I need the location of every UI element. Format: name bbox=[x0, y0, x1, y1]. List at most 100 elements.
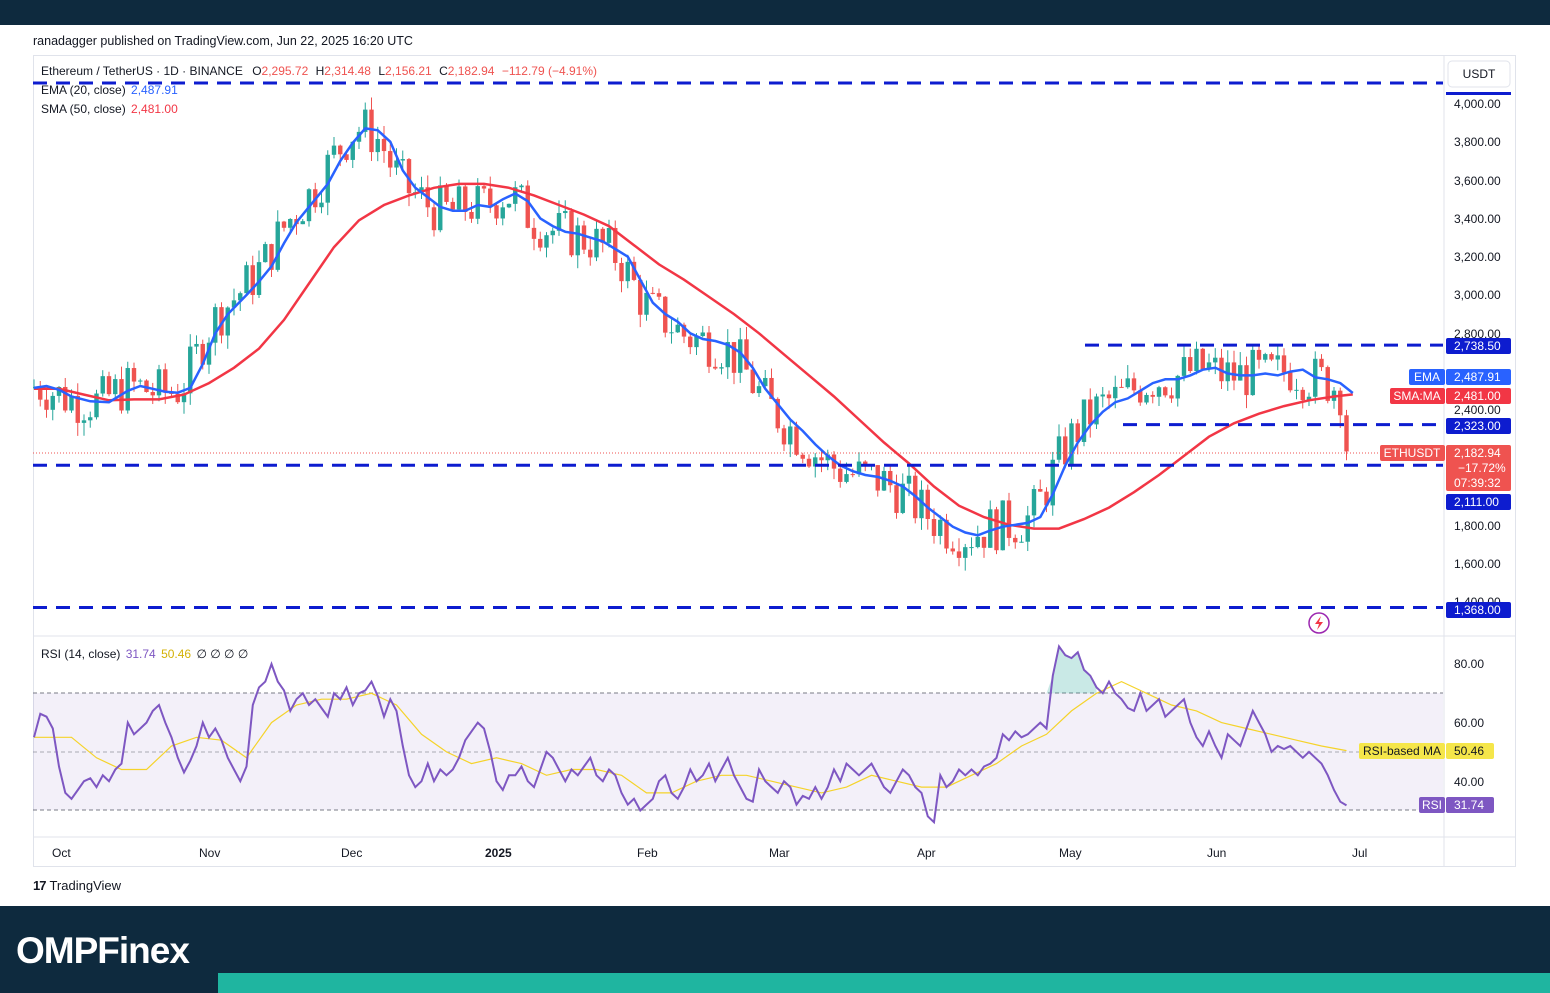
candle-body bbox=[619, 262, 624, 282]
candle-body bbox=[406, 159, 412, 194]
candle-body bbox=[394, 160, 399, 168]
last-price-text: 2,182.94 bbox=[1454, 446, 1501, 460]
rsi-tick: 60.00 bbox=[1454, 716, 1484, 730]
candle-body bbox=[1125, 378, 1130, 388]
level-tag-top bbox=[1446, 92, 1511, 95]
candle-body bbox=[938, 519, 943, 536]
candle-body bbox=[344, 154, 349, 160]
last-price-tag bbox=[1446, 445, 1511, 491]
time-tick: Feb bbox=[637, 846, 658, 860]
price-tick: 2,400.00 bbox=[1454, 403, 1501, 417]
price-tags: 2,738.50 EMA 2,487.91 SMA:MA 2,481.00 2,… bbox=[1359, 92, 1511, 813]
candle-body bbox=[1175, 375, 1180, 399]
sma-tag-name-text: SMA:MA bbox=[1393, 389, 1440, 403]
sma-tag-text: 2,481.00 bbox=[1454, 389, 1501, 403]
candle-body bbox=[63, 386, 68, 411]
candle-body bbox=[106, 376, 112, 395]
candle-body bbox=[338, 145, 343, 155]
candle-body bbox=[231, 300, 237, 308]
time-tick: May bbox=[1059, 846, 1082, 860]
rsi-legend[interactable]: RSI (14, close) 31.74 50.46 ∅ ∅ ∅ ∅ bbox=[41, 647, 248, 661]
candle-body bbox=[513, 187, 518, 204]
candle-body bbox=[656, 293, 662, 297]
sma-tag-name bbox=[1390, 388, 1445, 404]
candle-body bbox=[1119, 386, 1124, 388]
moving-averages bbox=[33, 127, 1354, 537]
price-tick: 1,800.00 bbox=[1454, 519, 1501, 533]
candle-body bbox=[1344, 415, 1349, 452]
ema-legend-value: 2,487.91 bbox=[131, 83, 178, 97]
lightning-icon[interactable] bbox=[1308, 612, 1330, 634]
candle-body bbox=[919, 489, 924, 519]
candle-body bbox=[500, 207, 505, 219]
candle-body bbox=[806, 458, 812, 467]
rsi-ma-tag-name bbox=[1359, 743, 1445, 759]
candle-body bbox=[1100, 394, 1105, 397]
currency-button[interactable] bbox=[1447, 60, 1511, 88]
candle-body bbox=[463, 186, 468, 212]
candle-body bbox=[1338, 390, 1343, 416]
candle-body bbox=[550, 230, 555, 236]
candle-body bbox=[494, 205, 499, 219]
time-tick: Nov bbox=[199, 846, 220, 860]
candle-body bbox=[50, 395, 55, 410]
time-axis[interactable]: Oct Nov Dec 2025 Feb Mar Apr May Jun Jul bbox=[52, 846, 1367, 860]
candle-body bbox=[450, 201, 455, 210]
candle-body bbox=[44, 399, 49, 410]
ema-tag bbox=[1446, 369, 1511, 385]
candle-body bbox=[81, 420, 87, 423]
candle-body bbox=[388, 151, 393, 168]
candle-body bbox=[1163, 387, 1168, 396]
candle-body bbox=[556, 213, 562, 231]
candle-body bbox=[613, 227, 618, 263]
candle-body bbox=[894, 485, 899, 513]
rsi-ma-tag bbox=[1446, 743, 1494, 759]
level-tag-1368 bbox=[1446, 602, 1511, 618]
candle-body bbox=[488, 188, 493, 206]
candle-body bbox=[594, 228, 599, 258]
candle-body bbox=[1319, 358, 1324, 368]
candle-body bbox=[1306, 396, 1312, 401]
candle-body bbox=[256, 262, 262, 295]
candle-body bbox=[1094, 396, 1099, 425]
candle-body bbox=[981, 536, 987, 548]
rsi-tag-name-text: RSI bbox=[1422, 798, 1442, 812]
price-tick: 4,000.00 bbox=[1454, 97, 1501, 111]
tradingview-text: TradingView bbox=[49, 878, 122, 893]
rsi-tick: 40.00 bbox=[1454, 775, 1484, 789]
candle-body bbox=[1006, 500, 1012, 538]
time-tick: Oct bbox=[52, 846, 71, 860]
candle-body bbox=[188, 346, 193, 394]
ema-legend[interactable]: EMA (20, close) 2,487.91 bbox=[41, 83, 178, 97]
price-tick: 2,800.00 bbox=[1454, 327, 1501, 341]
tradingview-logo[interactable]: 17 TradingView bbox=[33, 878, 121, 893]
top-bar bbox=[0, 0, 1550, 25]
candle-body bbox=[769, 377, 774, 399]
candle-body bbox=[944, 519, 949, 549]
price-tick: 3,000.00 bbox=[1454, 288, 1501, 302]
rsi-axis[interactable]: 80.00 60.00 40.00 bbox=[1454, 657, 1484, 789]
price-tick: 1,600.00 bbox=[1454, 557, 1501, 571]
rsi-overbought-fill bbox=[1046, 646, 1097, 694]
candle-body bbox=[1225, 362, 1230, 382]
sma-legend[interactable]: SMA (50, close) 2,481.00 bbox=[41, 102, 178, 116]
candle-body bbox=[756, 386, 762, 394]
candle-body bbox=[481, 186, 487, 189]
candle-body bbox=[813, 457, 818, 467]
price-tick: 3,600.00 bbox=[1454, 174, 1501, 188]
candle-body bbox=[475, 186, 480, 219]
candle-body bbox=[638, 279, 643, 315]
candle-body bbox=[719, 367, 724, 369]
ema-tag-name bbox=[1409, 369, 1445, 385]
candle-body bbox=[738, 339, 743, 373]
chart-frame[interactable] bbox=[33, 55, 1516, 867]
candle-body bbox=[863, 461, 868, 466]
candle-body bbox=[1044, 491, 1049, 506]
candle-body bbox=[575, 225, 580, 256]
candle-body bbox=[969, 547, 974, 549]
ema-legend-label: EMA (20, close) bbox=[41, 83, 126, 97]
candle-body bbox=[906, 475, 912, 484]
candle-body bbox=[731, 342, 737, 373]
high-value: 2,314.48 bbox=[324, 64, 371, 78]
